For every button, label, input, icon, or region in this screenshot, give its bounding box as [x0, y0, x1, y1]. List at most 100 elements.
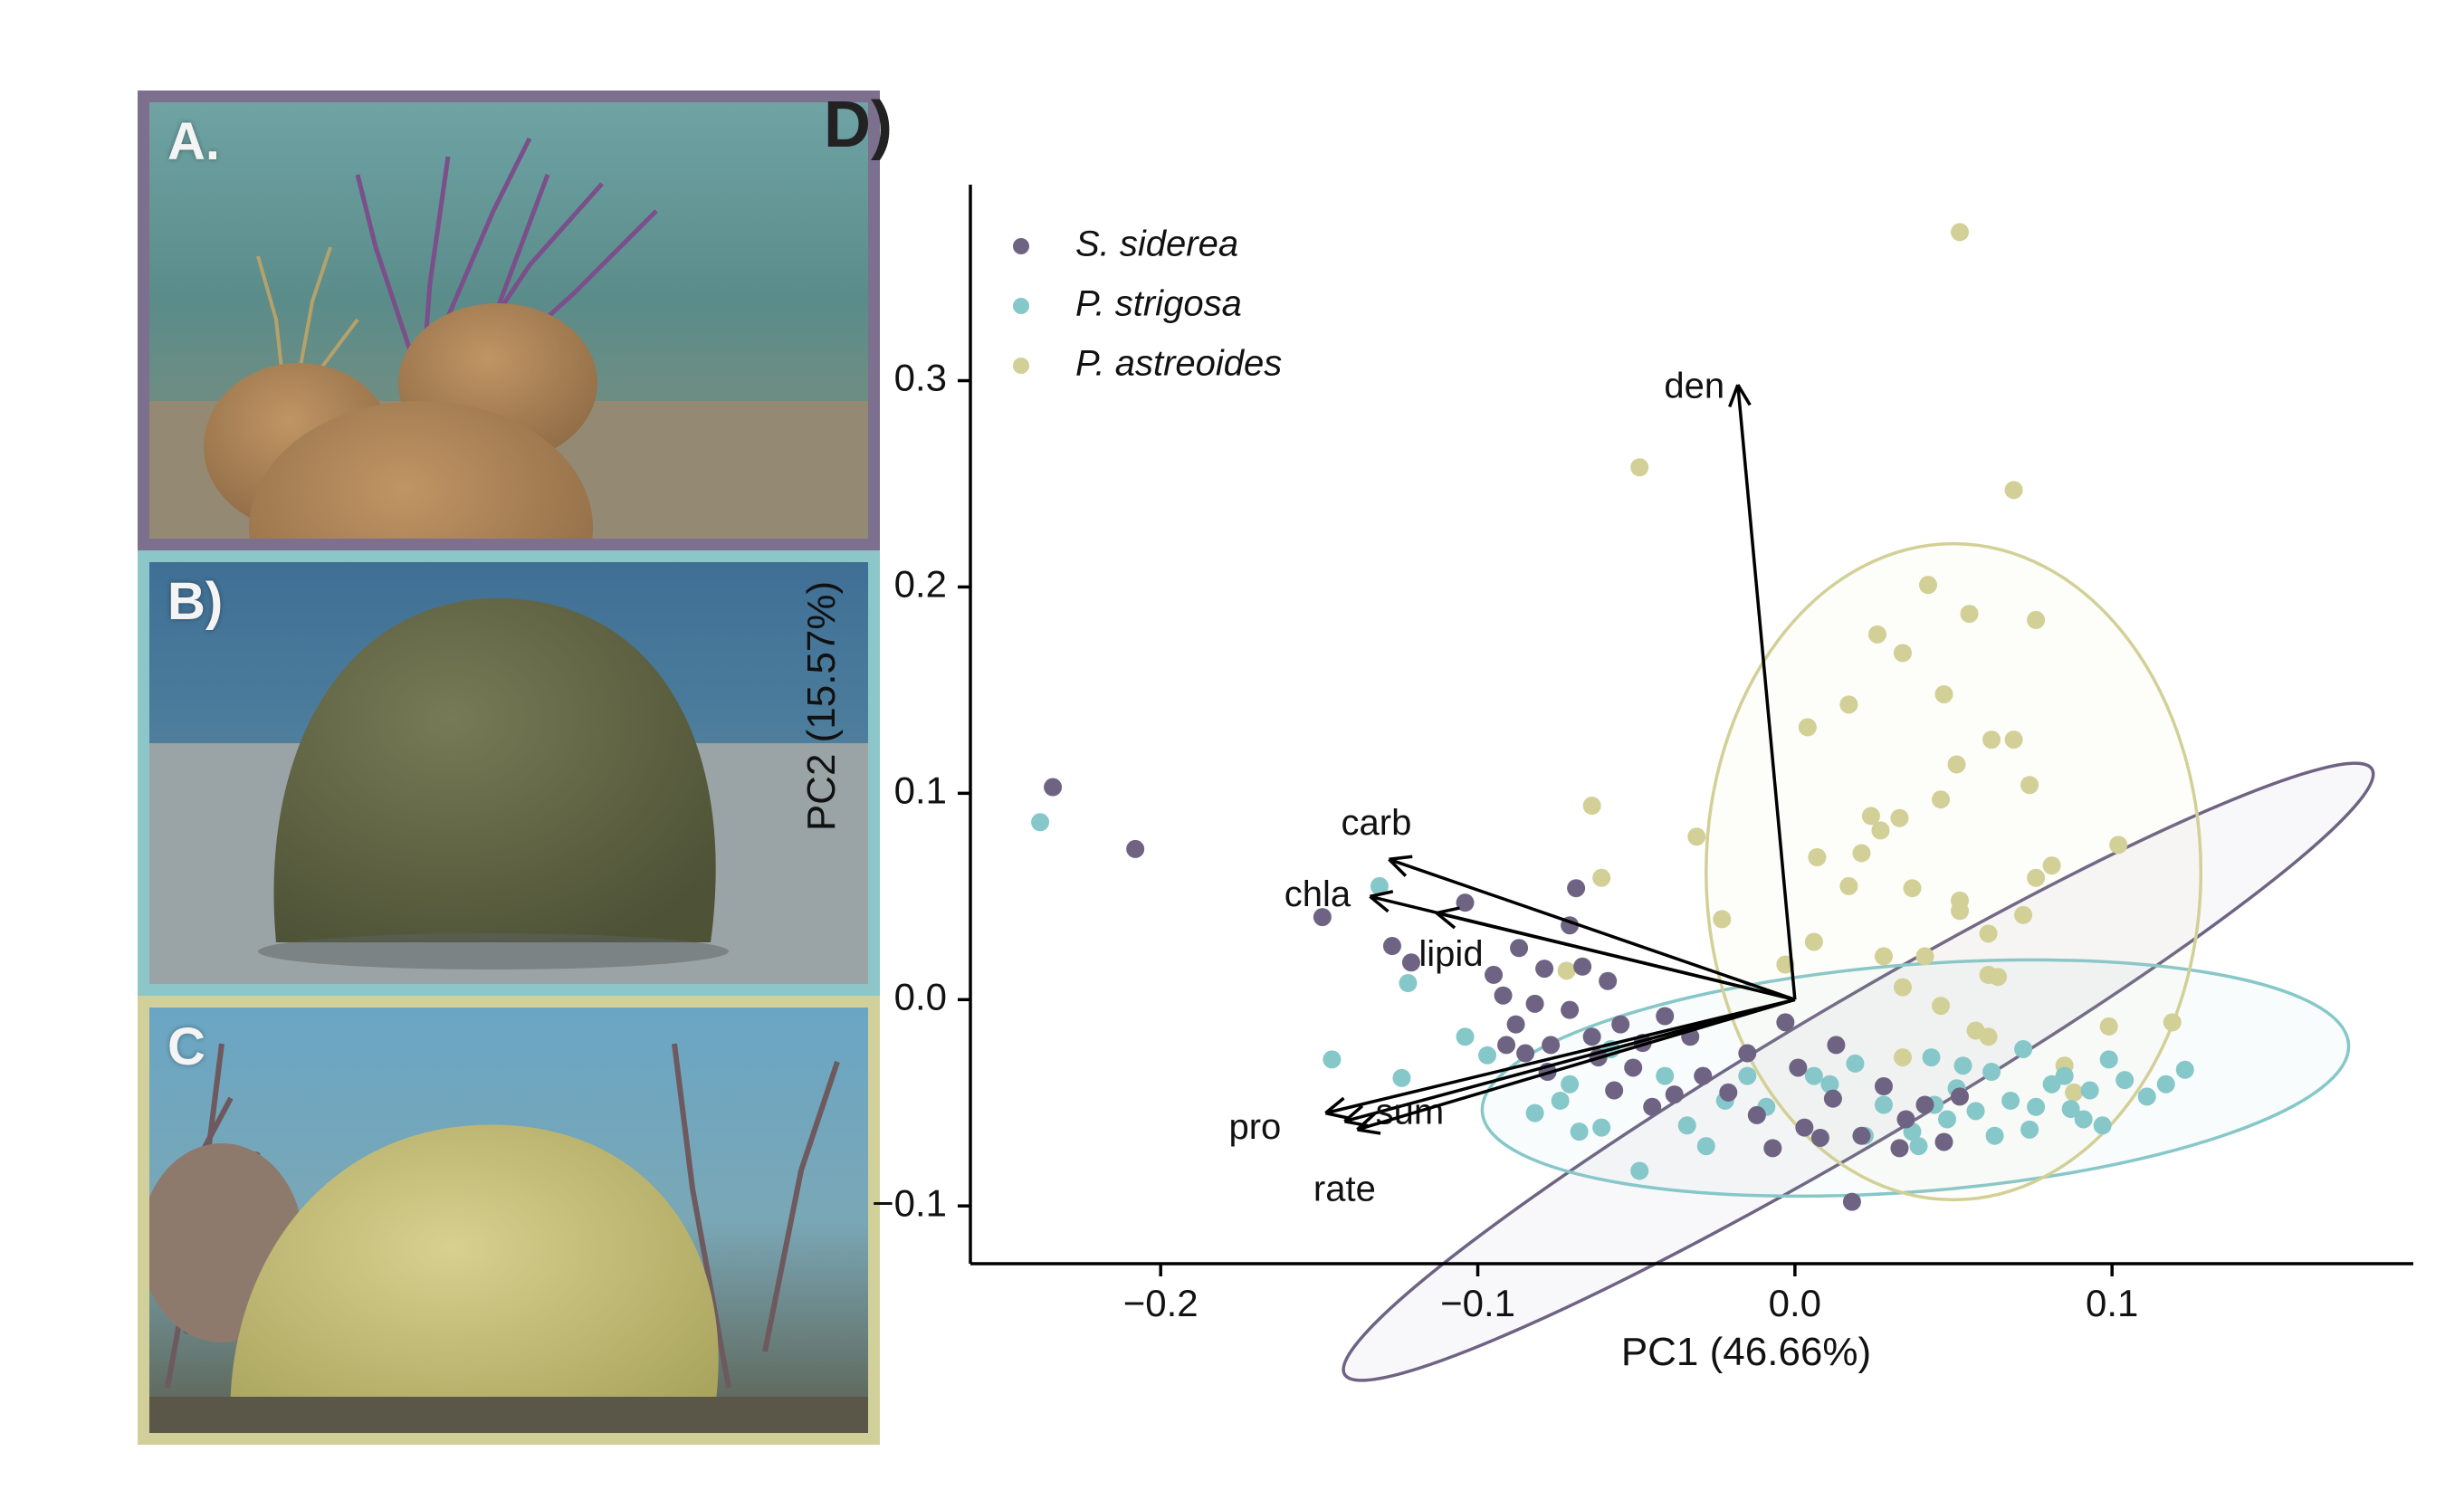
y-tick-label: 0.2	[894, 563, 947, 606]
data-point	[1846, 1054, 1865, 1073]
confidence-ellipse	[1705, 541, 2203, 1202]
x-tick-label: 0.0	[1769, 1282, 1821, 1324]
photo-panel-a: A.	[138, 91, 880, 550]
data-point	[2175, 1060, 2194, 1079]
data-point	[2020, 776, 2039, 795]
x-tick-label: −0.2	[1123, 1282, 1199, 1324]
data-point	[2027, 868, 2046, 887]
data-point	[1624, 1058, 1643, 1077]
x-axis-title: PC1 (46.66%)	[1621, 1330, 1871, 1374]
data-point	[1542, 1036, 1561, 1055]
data-point	[1934, 1132, 1953, 1151]
data-point	[1804, 932, 1823, 951]
data-point	[1561, 1075, 1580, 1094]
data-point	[1485, 965, 1504, 984]
data-point	[1839, 695, 1858, 714]
data-point	[2065, 1083, 2084, 1102]
loading-label-lipid: lipid	[1418, 934, 1483, 974]
data-point	[1874, 1076, 1893, 1095]
data-point	[1031, 813, 1050, 832]
data-point	[1713, 910, 1732, 929]
data-point	[1798, 718, 1817, 737]
legend-label-2: P. astreoides	[1075, 344, 1282, 384]
data-point	[1719, 1083, 1738, 1102]
data-point	[2027, 1097, 2046, 1116]
data-point	[1789, 1058, 1808, 1077]
loading-arrow-den	[1736, 384, 1797, 1000]
loading-label-chla: chla	[1285, 874, 1351, 914]
data-point	[2109, 836, 2128, 855]
arrow-head	[1435, 912, 1456, 930]
y-tick-label: −0.1	[872, 1181, 947, 1224]
data-point	[1592, 868, 1611, 887]
data-point	[1605, 1081, 1624, 1100]
data-point	[1582, 1027, 1601, 1046]
data-point	[1890, 1139, 1909, 1158]
data-point	[1874, 947, 1893, 966]
data-point	[1561, 1000, 1580, 1019]
data-point	[1810, 1128, 1829, 1147]
data-point	[1896, 1110, 1915, 1129]
axes: −0.2 −0.1 0.0 0.1 −0.1 0.0 0.1 0.2 0.3 PC1 (46.66…	[799, 185, 2413, 1374]
data-point	[1494, 986, 1513, 1005]
photo-panel-b: B)	[138, 550, 880, 996]
data-point	[1915, 1095, 1934, 1114]
data-point	[1852, 1126, 1871, 1145]
data-point	[2061, 1100, 2080, 1119]
data-point	[1478, 1046, 1497, 1065]
data-point	[1557, 961, 1576, 980]
data-point	[1687, 827, 1706, 846]
arrow-head	[1324, 1111, 1350, 1120]
photo-a-image	[149, 102, 868, 539]
panel-label-b: B)	[167, 572, 224, 631]
y-tick-label: 0.1	[894, 769, 947, 811]
arrow-head	[1388, 858, 1408, 877]
data-point	[2115, 1071, 2135, 1090]
data-point	[1947, 755, 1966, 774]
data-point	[1966, 1102, 1985, 1121]
arrow-head	[1736, 384, 1752, 406]
data-point	[1611, 1015, 1630, 1034]
data-points	[1031, 223, 2194, 1211]
data-point	[1874, 1095, 1893, 1114]
data-point	[1938, 1110, 1957, 1129]
data-point	[2020, 1120, 2039, 1139]
data-point	[1979, 1027, 1998, 1046]
data-point	[1915, 947, 1934, 966]
data-point	[1592, 1118, 1611, 1137]
data-point	[1551, 1091, 1570, 1110]
data-point	[2001, 1091, 2020, 1110]
arrow-head	[1357, 1128, 1381, 1135]
data-point	[1852, 844, 1871, 863]
data-point	[1516, 1044, 1535, 1063]
arrow-head	[1324, 1096, 1345, 1114]
data-point	[2163, 1013, 2182, 1032]
data-point	[1582, 797, 1601, 816]
legend-marker-0	[1013, 238, 1029, 254]
data-point	[1932, 997, 1951, 1016]
data-point	[1893, 644, 1912, 663]
data-point	[1382, 937, 1401, 956]
data-point	[1630, 458, 1649, 477]
data-point	[1694, 1066, 1713, 1085]
data-point	[1370, 876, 1389, 895]
data-point	[2093, 1116, 2112, 1135]
data-point	[1982, 731, 2001, 750]
data-point	[1776, 1013, 1795, 1032]
data-point	[1126, 839, 1145, 858]
data-point	[1922, 1048, 1941, 1067]
data-point	[1525, 994, 1544, 1013]
data-point	[1795, 1118, 1814, 1137]
data-point	[1979, 924, 1998, 943]
data-point	[1839, 876, 1858, 895]
data-point	[2004, 731, 2023, 750]
data-point	[1506, 1015, 1525, 1034]
data-point	[2004, 481, 2023, 500]
legend-label-1: P. strigosa	[1075, 284, 1242, 324]
loading-label-den: den	[1664, 367, 1724, 406]
legend-marker-1	[1013, 298, 1029, 314]
loading-label-carb: carb	[1342, 803, 1412, 843]
